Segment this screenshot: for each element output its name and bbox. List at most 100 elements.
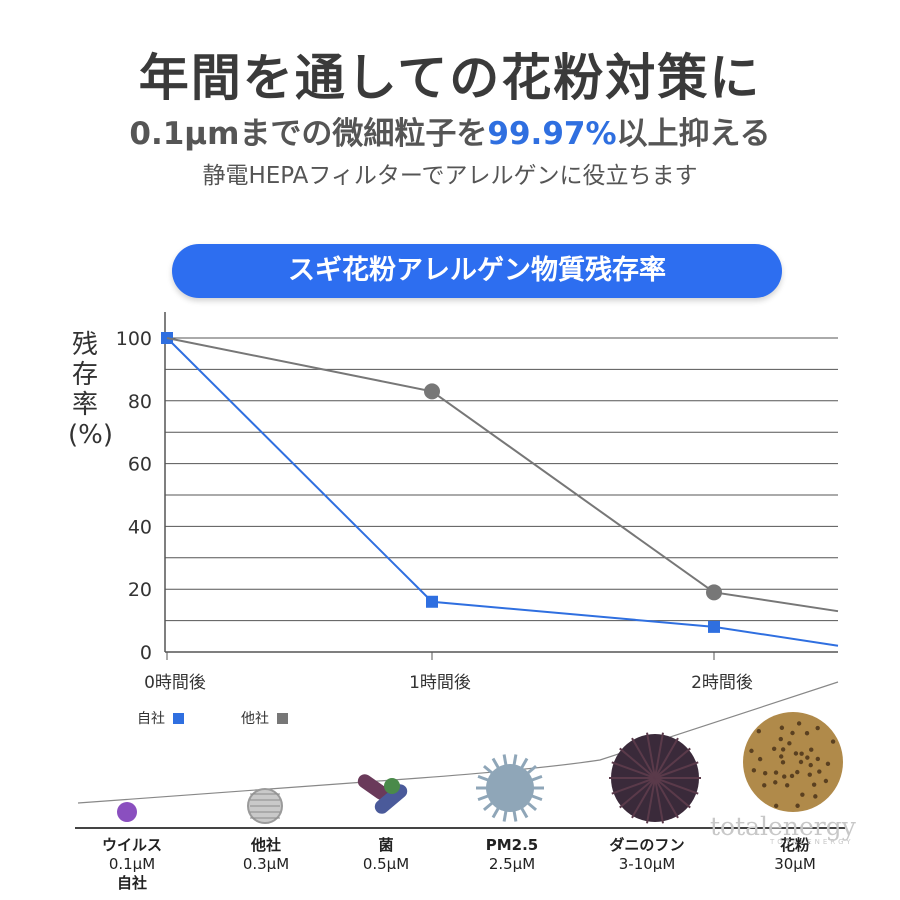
pollen-dot [796,721,802,726]
virus-icon [117,802,137,822]
pollen-dot [762,783,767,788]
pollen-dot [787,741,792,746]
pollen-dot [823,778,829,784]
series-line-other [166,337,839,613]
pollen-dot [825,761,831,767]
pollen-dot [773,780,778,785]
watermark-brand: totalenergy [710,812,856,841]
pm25-icon [486,764,534,812]
mite-fiber [654,761,699,779]
subtitle-text: 0.1μmまでの微細粒子を [129,116,488,152]
y-tick-label: 0 [140,642,152,664]
pollen-dot [771,746,777,752]
mite-fiber [611,777,656,795]
data-point-other [424,383,440,400]
mite-fiber [631,777,656,819]
pm25-spike [477,774,490,782]
subtitle-highlight: 99.97% [487,116,617,152]
particle-label-pm25: PM2.5 2.5μM [485,836,539,873]
particle-label-other: 他社 0.3μM [242,836,290,873]
mite-fiber [611,761,656,779]
x-tick-label: 1時間後 [409,673,471,693]
y-tick-label: 60 [128,454,152,476]
size-comparison-curve [77,681,839,804]
pollen-dot [762,771,768,776]
pollen-dot [805,755,810,760]
subtitle-text-end: 以上抑える [616,116,771,152]
mite-fiber [646,777,656,824]
pollen-dot [773,770,779,775]
mite-fiber [654,732,664,779]
legend-item-own: 自社 [137,708,184,728]
mite-fiber [646,732,656,779]
pollen-dot [780,747,786,752]
pollen-dot [757,756,763,762]
pollen-dot [782,774,787,779]
pollen-dot [756,729,762,734]
bacteria-icon [357,774,389,800]
pm25-spike [525,800,538,812]
pollen-dot [793,751,799,756]
y-tick-label: 80 [128,391,152,413]
pollen-dot [809,747,814,752]
pollen-dot [804,731,810,736]
pollen-dot [815,725,820,731]
y-tick-label: 40 [128,516,152,538]
legend-item-other: 他社 [241,708,288,728]
y-tick-label: 100 [116,328,152,350]
pollen-dot [790,730,795,736]
chart-title-banner: スギ花粉アレルゲン物質残存率 [172,244,782,298]
watermark-sub: TOTALENERGY [770,838,854,846]
particle-label-bacteria: 菌 0.5μM [362,836,410,873]
data-point-other [706,584,722,601]
x-tick-label: 2時間後 [691,673,753,693]
pollen-dot [800,792,805,797]
pollen-dot [813,794,818,799]
x-tick-label: 0時間後 [144,673,206,693]
pollen-dot [817,769,822,774]
pollen-dot [773,803,779,809]
mite-fiber [654,737,679,779]
pollen-dot [799,751,804,756]
pollen-dot [798,759,804,765]
mite-fiber [654,777,691,809]
pm25-spike [482,764,495,776]
particle-label-pollen: 花粉 30μM [774,836,816,873]
pollen-dot [784,783,790,788]
pollen-icon [743,712,843,812]
legend-label-own: 自社 [137,711,165,727]
pollen-dot [795,803,800,808]
y-tick-label: 20 [128,579,152,601]
mite-fiber [631,737,656,779]
pollen-dot [815,756,821,762]
mite-fiber [619,747,656,779]
mite-fiber [654,777,699,795]
pollen-dot [811,782,817,787]
pm25-spike [525,764,538,776]
pm25-spike [482,800,495,812]
legend-swatch-own [173,713,184,724]
pollen-dot [778,736,783,742]
page-tagline: 静電HEPAフィルターでアレルゲンに役立ちます [202,163,698,189]
pollen-dot [808,762,813,768]
pollen-dot [780,760,786,765]
page-title: 年間を通しての花粉対策に [138,49,762,107]
series-line-own [166,337,839,647]
pollen-dot [779,754,784,759]
mite-fiber [654,777,679,819]
data-point-own [426,595,438,608]
page-subtitle: 0.1μmまでの微細粒子を99.97%以上抑える [0,108,900,153]
pollen-dot [789,773,795,779]
mite-fiber [654,777,664,824]
particle-label-mite: ダニのフン 3-10μM [609,836,685,873]
mite-fiber [654,747,691,779]
particle-label-virus: ウイルス 0.1μM 自社 [101,836,162,892]
pm25-spike [477,794,490,802]
legend-swatch-other [277,713,288,724]
pollen-dot [749,748,754,754]
pollen-dot [795,769,800,775]
pollen-dot [830,739,836,744]
pollen-dot [779,725,785,730]
legend-label-other: 他社 [241,711,269,727]
